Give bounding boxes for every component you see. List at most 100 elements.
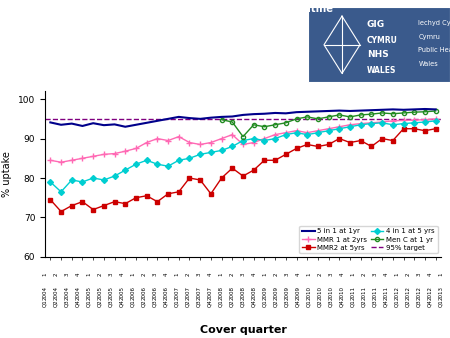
Text: Q3: Q3 [372,299,377,307]
Text: 2005: 2005 [119,286,125,299]
Text: 1: 1 [306,272,311,275]
Text: 2007: 2007 [185,286,190,299]
Text: 2: 2 [230,272,234,275]
Text: 4: 4 [383,272,388,275]
Text: 3: 3 [64,272,69,275]
Text: 2012: 2012 [416,286,421,299]
Text: Iechyd Cyhoeddus: Iechyd Cyhoeddus [418,20,450,26]
Text: GIG: GIG [367,20,385,29]
Text: 3: 3 [108,272,113,275]
Text: 2006: 2006 [130,286,135,299]
Text: 2009: 2009 [284,286,289,299]
Text: 2011: 2011 [372,286,377,299]
Text: 2005: 2005 [98,286,103,299]
Bar [308,7,450,82]
Text: Q3: Q3 [108,299,113,307]
Text: 1: 1 [438,272,443,275]
Text: 2008: 2008 [240,286,245,299]
Text: Q1: Q1 [438,299,443,307]
Text: Q3: Q3 [196,299,202,307]
Text: 1: 1 [130,272,135,275]
Text: 3: 3 [372,272,377,275]
Text: WALES: WALES [367,66,396,75]
Text: 2: 2 [54,272,58,275]
Text: 2009: 2009 [295,286,300,299]
Text: 4: 4 [207,272,212,275]
Text: 2006: 2006 [153,286,158,299]
Text: 1: 1 [42,272,48,275]
Text: Q3: Q3 [153,299,158,307]
Text: Q4: Q4 [339,299,344,307]
Text: Cymru: Cymru [418,34,441,40]
Text: Q4: Q4 [383,299,388,307]
Text: Wales: Wales [418,61,438,67]
Text: 2007: 2007 [196,286,202,299]
Text: 2008: 2008 [218,286,223,299]
Text: 1: 1 [218,272,223,275]
Text: 2005: 2005 [86,286,91,299]
Text: 4: 4 [76,272,81,275]
Text: Q4: Q4 [427,299,432,307]
Text: 2010: 2010 [328,286,333,299]
Text: 2004: 2004 [64,286,69,299]
Text: Q1: Q1 [218,299,223,307]
Text: Q1: Q1 [350,299,355,307]
Text: Q1: Q1 [394,299,399,307]
Text: 2011: 2011 [350,286,355,299]
Text: 2007: 2007 [175,286,180,299]
Text: 2008: 2008 [230,286,234,299]
Text: 2006: 2006 [141,286,146,299]
Text: Q3: Q3 [64,299,69,307]
Text: 2011: 2011 [361,286,366,299]
Text: 2012: 2012 [394,286,399,299]
Text: Q4: Q4 [163,299,168,307]
Text: 2007: 2007 [207,286,212,299]
Text: 2004: 2004 [54,286,58,299]
Text: 3: 3 [416,272,421,275]
Text: 2: 2 [141,272,146,275]
Text: 2: 2 [405,272,410,275]
Text: Q2: Q2 [141,299,146,307]
Text: Q1: Q1 [86,299,91,307]
Text: 3: 3 [196,272,202,275]
Text: 2004: 2004 [76,286,81,299]
Text: Q1: Q1 [130,299,135,307]
Text: 2011: 2011 [383,286,388,299]
Text: 3: 3 [153,272,158,275]
Text: 1: 1 [394,272,399,275]
Text: Q2: Q2 [273,299,279,307]
Text: 2013: 2013 [438,286,443,299]
Text: Q1: Q1 [175,299,180,307]
Text: 4: 4 [119,272,125,275]
Text: 2009: 2009 [273,286,279,299]
Text: NHS: NHS [367,50,388,59]
Text: 2: 2 [361,272,366,275]
Text: Q1: Q1 [262,299,267,307]
Text: 1: 1 [262,272,267,275]
Text: CYMRU: CYMRU [367,36,398,45]
Text: Q2: Q2 [185,299,190,307]
Text: 4: 4 [427,272,432,275]
Text: 2: 2 [185,272,190,275]
Text: Q2: Q2 [405,299,410,307]
Text: Q4: Q4 [119,299,125,307]
Text: Betsi Cadwaladr University Health Board trends in routine
childhood immunisation: Betsi Cadwaladr University Health Board … [4,4,333,27]
Text: 1: 1 [350,272,355,275]
Text: 2010: 2010 [317,286,322,299]
Text: 4: 4 [163,272,168,275]
Text: Source: Public Health Wales quarterly COVER reports, correct as at May 2013: Source: Public Health Wales quarterly CO… [4,54,274,60]
Text: Q4: Q4 [76,299,81,307]
Text: Q2: Q2 [98,299,103,307]
Text: Q3: Q3 [284,299,289,307]
Text: Q4: Q4 [252,299,256,307]
Text: 2: 2 [273,272,279,275]
Text: 1: 1 [175,272,180,275]
Text: Q1: Q1 [42,299,48,307]
Y-axis label: % uptake: % uptake [2,151,13,197]
Text: Q1: Q1 [306,299,311,307]
Text: 2005: 2005 [108,286,113,299]
Text: 4: 4 [339,272,344,275]
Text: 2: 2 [98,272,103,275]
Text: Q3: Q3 [416,299,421,307]
Text: Public Health: Public Health [418,47,450,53]
